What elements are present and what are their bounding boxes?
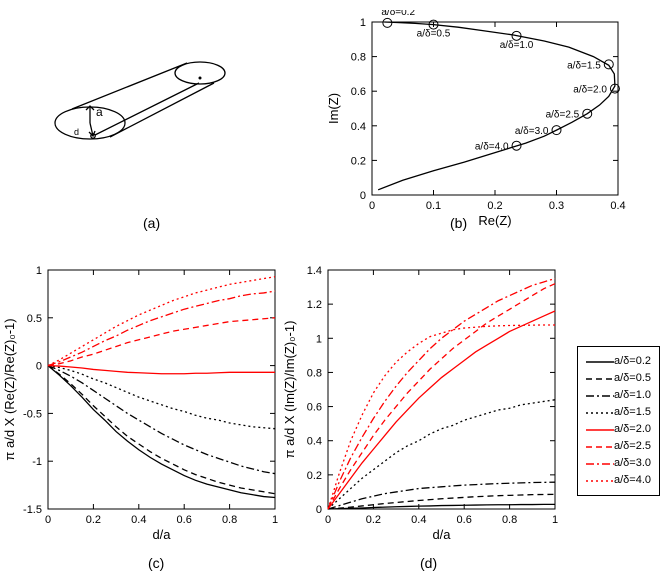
panel-d-chart: 0 0.2 0.4 0.6 0.8 1 0 0.2 0.4 0.6 0.8 1 1.2 1.4 d/a π a… [280, 260, 565, 555]
svg-text:0.8: 0.8 [502, 514, 517, 526]
svg-text:0.6: 0.6 [351, 86, 366, 98]
svg-text:0: 0 [369, 200, 375, 212]
label-a: (a) [143, 215, 160, 231]
svg-text:0.6: 0.6 [457, 514, 472, 526]
legend: a/δ=0.2 a/δ=0.5 a/δ=1.0 a/δ=1.5 a/δ=2.0 … [577, 346, 660, 496]
svg-text:0.2: 0.2 [86, 514, 101, 526]
legend-entry: a/δ=2.0 [586, 421, 651, 438]
label-c: (c) [148, 555, 164, 571]
svg-text:0.2: 0.2 [487, 200, 502, 212]
panel-c-chart: 0 0.2 0.4 0.6 0.8 1 -1.5 -1 -0.5 0 0.5 1 d/a π a/d X … [0, 260, 285, 555]
offset-label: d [74, 127, 79, 137]
svg-text:0.3: 0.3 [549, 200, 564, 212]
svg-text:π a/d X (Re(Z)/Re(Z)₀-1): π a/d X (Re(Z)/Re(Z)₀-1) [2, 318, 17, 460]
svg-text:0.8: 0.8 [307, 367, 322, 379]
legend-entry: a/δ=1.0 [586, 387, 651, 404]
svg-text:0.4: 0.4 [307, 436, 322, 448]
svg-text:0.4: 0.4 [610, 200, 625, 212]
svg-text:0.6: 0.6 [177, 514, 192, 526]
legend-entry: a/δ=3.0 [586, 455, 651, 472]
svg-text:0: 0 [316, 504, 322, 516]
svg-text:0: 0 [45, 514, 51, 526]
svg-text:1: 1 [552, 514, 558, 526]
svg-text:1: 1 [360, 17, 366, 29]
svg-text:a/δ=3.0: a/δ=3.0 [515, 126, 549, 137]
radius-label: a [96, 105, 103, 119]
svg-text:-1.5: -1.5 [23, 504, 42, 516]
svg-text:0: 0 [325, 514, 331, 526]
svg-text:1: 1 [272, 514, 278, 526]
label-d: (d) [420, 555, 437, 571]
svg-text:-1: -1 [32, 456, 42, 468]
svg-text:a/δ=4.0: a/δ=4.0 [475, 142, 509, 153]
svg-text:d/a: d/a [432, 527, 451, 542]
schematic-cylinder: a d [40, 28, 240, 178]
svg-text:0.2: 0.2 [351, 155, 366, 167]
svg-text:a/δ=1.5: a/δ=1.5 [567, 60, 601, 71]
svg-text:1.4: 1.4 [307, 265, 322, 277]
svg-text:a/δ=1.0: a/δ=1.0 [500, 40, 534, 51]
legend-entry: a/δ=0.2 [586, 353, 651, 370]
legend-entry: a/δ=0.5 [586, 370, 651, 387]
svg-text:0.5: 0.5 [27, 313, 42, 325]
svg-text:-0.5: -0.5 [23, 408, 42, 420]
svg-text:0.2: 0.2 [366, 514, 381, 526]
legend-entry: a/δ=1.5 [586, 404, 651, 421]
svg-text:0: 0 [360, 190, 366, 202]
svg-text:a/δ=0.5: a/δ=0.5 [417, 29, 451, 40]
label-b: (b) [450, 215, 467, 231]
svg-text:1: 1 [316, 333, 322, 345]
svg-text:0.8: 0.8 [351, 52, 366, 64]
svg-text:1: 1 [36, 265, 42, 277]
svg-text:0.6: 0.6 [307, 402, 322, 414]
panel-b-chart: 0 0.1 0.2 0.3 0.4 0 0.2 0.4 0.6 0.8 1 Re(Z) Im(Z) a/δ… [320, 10, 630, 235]
svg-text:a/δ=2.0: a/δ=2.0 [573, 85, 607, 96]
svg-text:0.4: 0.4 [411, 514, 426, 526]
svg-text:0: 0 [36, 361, 42, 373]
svg-text:a/δ=2.5: a/δ=2.5 [546, 110, 580, 121]
legend-entry: a/δ=4.0 [586, 472, 651, 489]
svg-text:0.8: 0.8 [222, 514, 237, 526]
svg-text:0.2: 0.2 [307, 470, 322, 482]
svg-text:Re(Z): Re(Z) [478, 213, 511, 228]
svg-text:Im(Z): Im(Z) [326, 93, 341, 124]
svg-text:d/a: d/a [152, 527, 171, 542]
svg-text:π a/d X (Im(Z)/Im(Z)₀-1): π a/d X (Im(Z)/Im(Z)₀-1) [282, 321, 297, 459]
svg-text:0.4: 0.4 [351, 121, 366, 133]
svg-text:a/δ=0.2: a/δ=0.2 [381, 10, 415, 18]
svg-text:0.1: 0.1 [426, 200, 441, 212]
svg-text:1.2: 1.2 [307, 299, 322, 311]
legend-entry: a/δ=2.5 [586, 438, 651, 455]
svg-text:0.4: 0.4 [131, 514, 146, 526]
